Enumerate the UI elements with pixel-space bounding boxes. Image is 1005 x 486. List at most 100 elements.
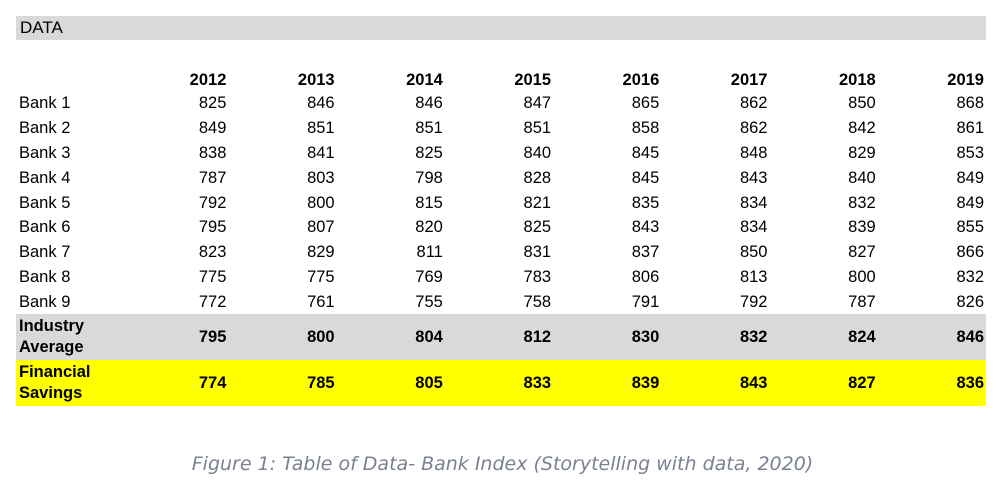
industry-average-label: Industry Average <box>16 314 121 361</box>
table-cell: 849 <box>956 168 984 187</box>
industry-average-cell: 824 <box>769 314 878 361</box>
table-cell: 828 <box>523 168 552 187</box>
bank-label: Bank 6 <box>19 218 71 237</box>
table-cell: 834 <box>739 193 768 212</box>
table-cell: 843 <box>631 218 660 237</box>
year-header: 2019 <box>947 71 984 89</box>
table-cell: 811 <box>416 243 443 262</box>
table-cell: 848 <box>739 143 768 162</box>
table-cell: 839 <box>848 218 876 237</box>
table-cell: 813 <box>739 267 768 286</box>
table-cell: 837 <box>631 243 660 262</box>
table-row: Bank 7 823 829 811 831 837 850 827 866 <box>16 240 986 265</box>
year-header: 2015 <box>514 71 552 89</box>
financial-savings-label-line1: Financial <box>19 363 91 382</box>
table-cell: 866 <box>956 243 984 262</box>
table-cell: 865 <box>631 94 660 113</box>
table-cell: 832 <box>848 193 876 212</box>
bank-label: Bank 7 <box>19 243 71 262</box>
table-cell: 858 <box>631 119 660 138</box>
industry-average-cell: 800 <box>228 314 337 361</box>
table-cell: 850 <box>848 94 876 113</box>
table-cell: 820 <box>415 218 443 237</box>
table-cell: 772 <box>198 292 227 311</box>
table-cell: 825 <box>523 218 552 237</box>
financial-savings-cell: 833 <box>444 360 554 407</box>
year-header: 2018 <box>838 71 876 89</box>
table-cell: 851 <box>415 119 443 138</box>
table-cell: 845 <box>631 168 660 187</box>
table-cell: 842 <box>848 119 876 138</box>
table-cell: 821 <box>523 193 552 212</box>
table-cell: 853 <box>956 143 984 162</box>
industry-average-label-line2: Average <box>19 338 84 357</box>
table-cell: 755 <box>415 292 443 311</box>
table-row: Bank 3 838 841 825 840 845 848 829 853 <box>16 141 986 166</box>
table-cell: 845 <box>631 143 660 162</box>
financial-savings-cell: 785 <box>228 360 337 407</box>
table-row: Bank 8 775 775 769 783 806 813 800 832 <box>16 265 986 290</box>
financial-savings-cell: 805 <box>336 360 445 407</box>
table-cell: 825 <box>198 94 227 113</box>
table-row: Bank 9 772 761 755 758 791 792 787 826 <box>16 289 986 314</box>
table-cell: 787 <box>848 292 876 311</box>
table-cell: 831 <box>523 243 552 262</box>
table-cell: 868 <box>956 94 984 113</box>
table-cell: 849 <box>198 119 227 138</box>
table-cell: 769 <box>415 267 443 286</box>
figure-caption: Figure 1: Table of Data- Bank Index (Sto… <box>191 453 814 475</box>
table-cell: 861 <box>956 119 984 138</box>
table-cell: 841 <box>307 143 335 162</box>
table-cell: 834 <box>739 218 768 237</box>
table-cell: 855 <box>956 218 984 237</box>
bank-label: Bank 1 <box>19 94 71 113</box>
table-cell: 775 <box>307 267 335 286</box>
industry-average-cell: 832 <box>661 314 770 361</box>
table-cell: 775 <box>198 267 227 286</box>
industry-average-cell: 795 <box>120 314 229 361</box>
table-cell: 849 <box>956 193 984 212</box>
table-cell: 798 <box>415 168 443 187</box>
table-cell: 825 <box>415 143 443 162</box>
table-cell: 823 <box>198 243 227 262</box>
table-row: Bank 1 825 846 846 847 865 862 850 868 <box>16 91 986 116</box>
bank-label: Bank 9 <box>19 292 71 311</box>
industry-average-cell: 846 <box>877 314 986 361</box>
table-cell: 840 <box>523 143 552 162</box>
table-cell: 835 <box>631 193 660 212</box>
table-cell: 758 <box>523 292 552 311</box>
industry-average-cell: 804 <box>336 314 445 361</box>
financial-savings-cell: 843 <box>661 360 770 407</box>
bank-label: Bank 8 <box>19 267 71 286</box>
financial-savings-label: Financial Savings <box>16 360 121 407</box>
table-cell: 803 <box>307 168 335 187</box>
bank-rows: Bank 1 825 846 846 847 865 862 850 868 Bank 2 849 8… <box>16 91 986 314</box>
data-header-bar: DATA <box>16 16 986 40</box>
table-cell: 862 <box>739 94 768 113</box>
financial-savings-label-line2: Savings <box>19 384 83 403</box>
table-cell: 846 <box>415 94 443 113</box>
table-cell: 843 <box>739 168 768 187</box>
table-cell: 840 <box>848 168 876 187</box>
bank-index-table: 2012 2013 2014 2015 2016 2017 2018 2019 … <box>16 63 986 407</box>
table-cell: 783 <box>523 267 552 286</box>
table-cell: 851 <box>523 119 552 138</box>
table-cell: 827 <box>848 243 876 262</box>
year-header: 2012 <box>189 71 227 89</box>
year-header: 2013 <box>297 71 335 89</box>
industry-average-cell: 812 <box>444 314 554 361</box>
financial-savings-cell: 827 <box>769 360 878 407</box>
table-cell: 826 <box>956 292 984 311</box>
table-cell: 832 <box>956 267 984 286</box>
table-cell: 846 <box>307 94 335 113</box>
corner-cell <box>16 63 120 91</box>
year-header: 2014 <box>406 71 443 89</box>
table-cell: 791 <box>631 292 660 311</box>
table-cell: 829 <box>307 243 335 262</box>
table-cell: 792 <box>739 292 768 311</box>
financial-savings-cell: 836 <box>877 360 986 407</box>
bank-label: Bank 3 <box>19 143 71 162</box>
table-row: Bank 6 795 807 820 825 843 834 839 855 <box>16 215 986 240</box>
table-cell: 761 <box>307 292 335 311</box>
table-cell: 807 <box>307 218 335 237</box>
